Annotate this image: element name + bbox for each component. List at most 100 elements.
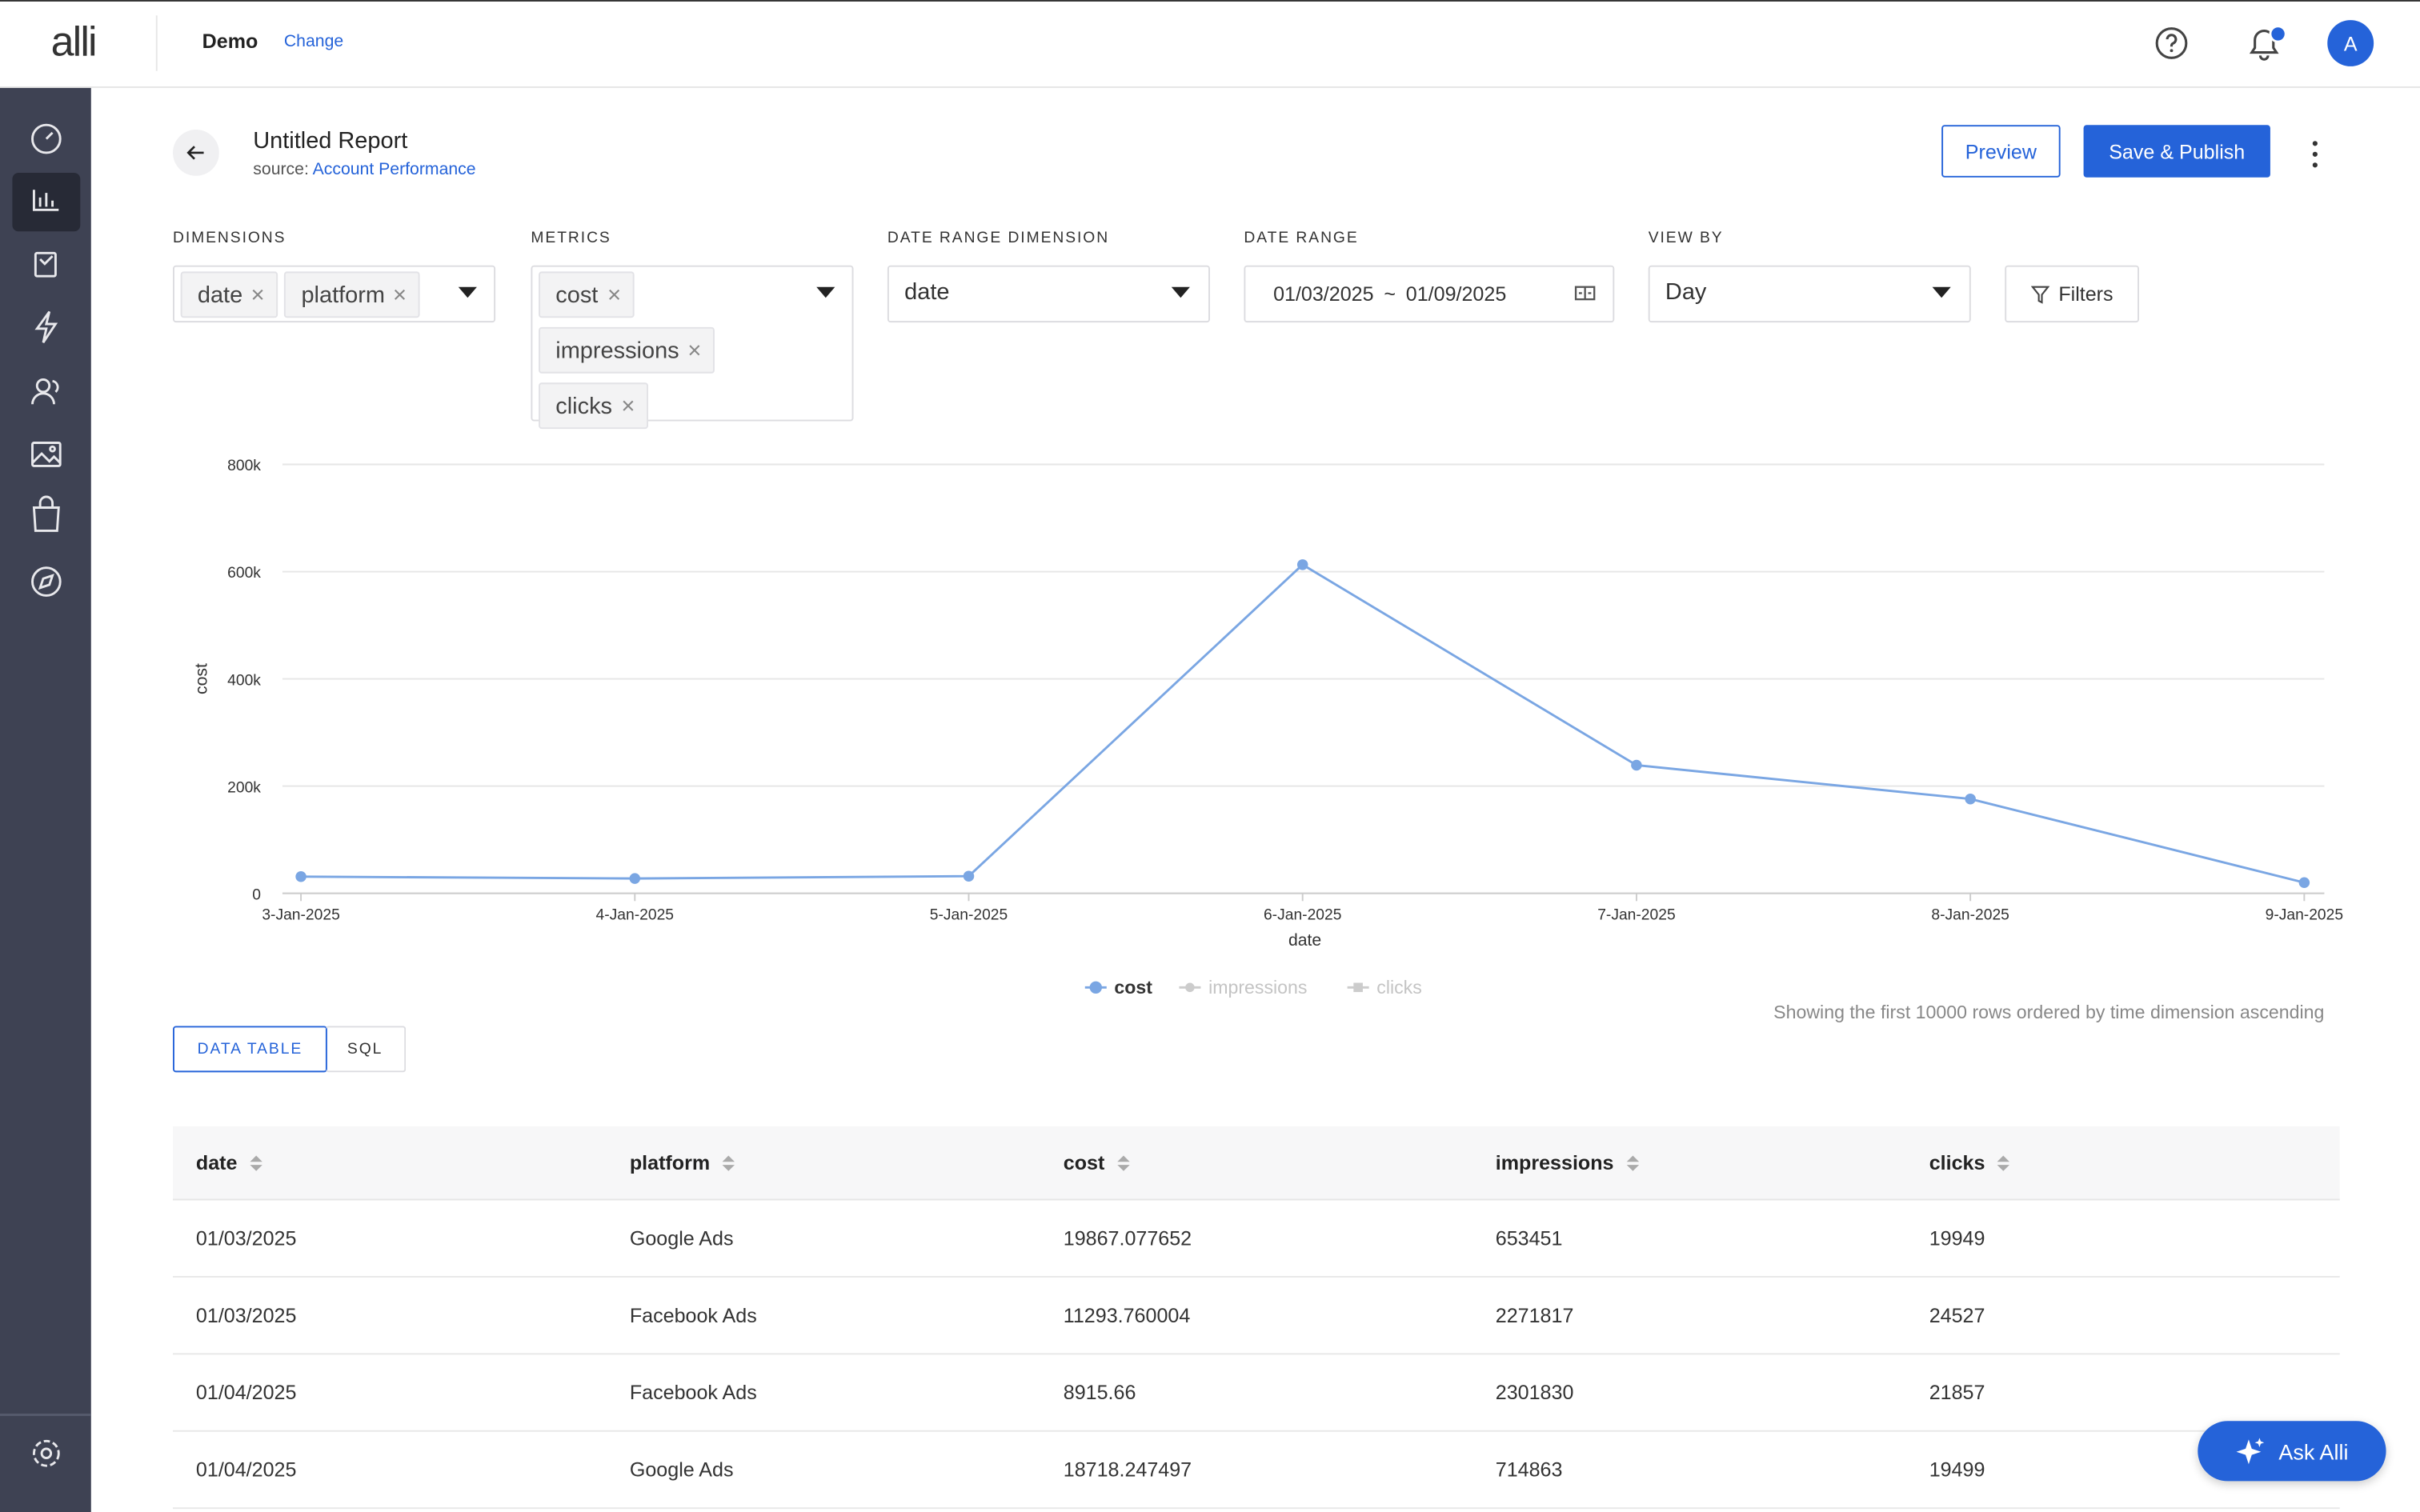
table-cell: 19949 <box>1929 1226 1985 1250</box>
tag-label: platform <box>301 281 385 308</box>
control-label: DIMENSIONS <box>172 230 286 247</box>
x-tick-label: 9-Jan-2025 <box>2266 906 2343 923</box>
select-value: Day <box>1665 279 1707 306</box>
table-cell: 653451 <box>1495 1226 1563 1250</box>
table-cell: 21857 <box>1929 1381 1985 1404</box>
table-cell: 01/04/2025 <box>195 1458 297 1482</box>
sort-icon <box>1625 1154 1639 1170</box>
tab-active[interactable]: DATA TABLE <box>172 1026 327 1073</box>
date-range: 01/03/2025 ~ 01/09/2025 <box>1273 282 1506 306</box>
table-cell: Facebook Ads <box>629 1381 757 1404</box>
table-row: 01/03/2025 Facebook Ads 11293.760004 227181… <box>172 1278 2340 1355</box>
date-dimension-select[interactable] <box>887 265 1210 323</box>
table-cell: Google Ads <box>629 1226 734 1250</box>
logo[interactable]: alli <box>50 18 98 65</box>
y-tick-label: 600k <box>227 565 261 582</box>
legend-label[interactable]: cost <box>1114 977 1152 998</box>
tag: platform <box>284 271 421 318</box>
legend-symbol <box>1185 982 1195 993</box>
more-menu[interactable] <box>2306 139 2324 170</box>
column-header[interactable]: clicks <box>1929 1151 2010 1174</box>
tab[interactable]: SQL <box>325 1026 407 1073</box>
x-tick-label: 8-Jan-2025 <box>1931 906 2009 923</box>
table-cell: 19499 <box>1929 1458 1985 1482</box>
sort-icon <box>1997 1154 2010 1170</box>
control-label: VIEW BY <box>1648 230 1724 247</box>
top-bar <box>0 0 2420 88</box>
table-cell: 24527 <box>1929 1303 1985 1327</box>
avatar[interactable]: A <box>2327 20 2374 66</box>
legend-label[interactable]: impressions <box>1208 977 1307 998</box>
column-header[interactable]: cost <box>1063 1150 1130 1174</box>
table-cell: 714863 <box>1495 1458 1563 1482</box>
legend-symbol <box>1089 981 1102 994</box>
cross <box>689 345 700 356</box>
view-by-select[interactable] <box>1648 265 1971 323</box>
table-cell: 11293.760004 <box>1063 1303 1191 1327</box>
table-cell: 8915.66 <box>1063 1381 1136 1404</box>
publish-button[interactable]: Save & Publish <box>2083 125 2270 178</box>
tag: cost <box>539 271 634 318</box>
table-cell: 18718.247497 <box>1063 1458 1192 1482</box>
report-title: Untitled Report <box>253 128 408 154</box>
column-header[interactable]: impressions <box>1496 1151 1639 1174</box>
select-value: date <box>904 279 950 306</box>
y-tick-label: 0 <box>252 886 261 903</box>
point <box>1965 793 1976 805</box>
date-sep: ~ <box>1384 282 1396 306</box>
back-button[interactable] <box>172 129 219 176</box>
notification-icon[interactable] <box>2242 22 2286 65</box>
point <box>629 873 641 884</box>
date-range-picker[interactable] <box>1244 265 1615 323</box>
dimensions-select[interactable]: date platform <box>172 265 496 323</box>
y-tick-label: 400k <box>227 672 261 689</box>
x-tick-label: 5-Jan-2025 <box>930 906 1008 923</box>
preview-button[interactable]: Preview <box>1941 125 2061 178</box>
tag-remove[interactable] <box>688 344 700 356</box>
column-name: impressions <box>1495 1150 1614 1174</box>
column-header[interactable]: platform <box>630 1151 735 1174</box>
tag-label: clicks <box>555 392 613 419</box>
source-label: source: <box>253 160 309 179</box>
help-icon[interactable] <box>2153 25 2190 62</box>
table-cell: Google Ads <box>629 1458 734 1482</box>
column-name: cost <box>1063 1150 1105 1174</box>
x-tick-label: 3-Jan-2025 <box>262 906 339 923</box>
column-header[interactable]: date <box>196 1151 262 1174</box>
data-table: date platform cost impressions clicks 01/03/2… <box>172 1126 2340 1512</box>
sort-icon <box>249 1154 262 1170</box>
row-note: Showing the first 10000 rows ordered by … <box>1773 1001 2325 1023</box>
cross <box>252 289 263 300</box>
column-name: clicks <box>1929 1150 1985 1174</box>
filters-label: Filters <box>2058 282 2113 306</box>
sidebar-icons[interactable] <box>0 88 91 1512</box>
ask-alli-button[interactable]: Ask Alli <box>2198 1421 2386 1482</box>
sort-arrows <box>1116 1154 1130 1170</box>
table-row: 01/04/2025 Facebook Ads 8915.66 2301830 2185… <box>172 1354 2340 1432</box>
table-cell: Facebook Ads <box>629 1303 757 1327</box>
sort-arrows <box>1625 1154 1639 1170</box>
table-cell: 01/03/2025 <box>195 1226 297 1250</box>
sparkle-icon <box>2237 1437 2266 1464</box>
point <box>963 870 975 882</box>
table-cell: 19867.077652 <box>1063 1226 1192 1250</box>
x-tick-label: 6-Jan-2025 <box>1264 906 1341 923</box>
report-source: source: Account Performance <box>253 161 475 179</box>
filters-button[interactable]: Filters <box>2005 265 2139 323</box>
change-link[interactable]: Change <box>283 32 344 51</box>
source-link[interactable]: Account Performance <box>312 160 476 179</box>
legend-symbol <box>1353 982 1363 993</box>
carets <box>458 286 1951 298</box>
tag-remove[interactable] <box>607 289 619 301</box>
tag-remove[interactable] <box>622 399 634 411</box>
table-cell: 01/04/2025 <box>195 1381 297 1404</box>
metrics-select[interactable]: cost impressions clicks <box>531 265 854 430</box>
tag-remove[interactable] <box>252 289 264 301</box>
table-cell: 2271817 <box>1495 1303 1574 1327</box>
tag-label: impressions <box>555 337 679 364</box>
legend-label[interactable]: clicks <box>1376 977 1422 998</box>
control-label: METRICS <box>531 230 611 247</box>
tag-remove[interactable] <box>395 289 407 301</box>
